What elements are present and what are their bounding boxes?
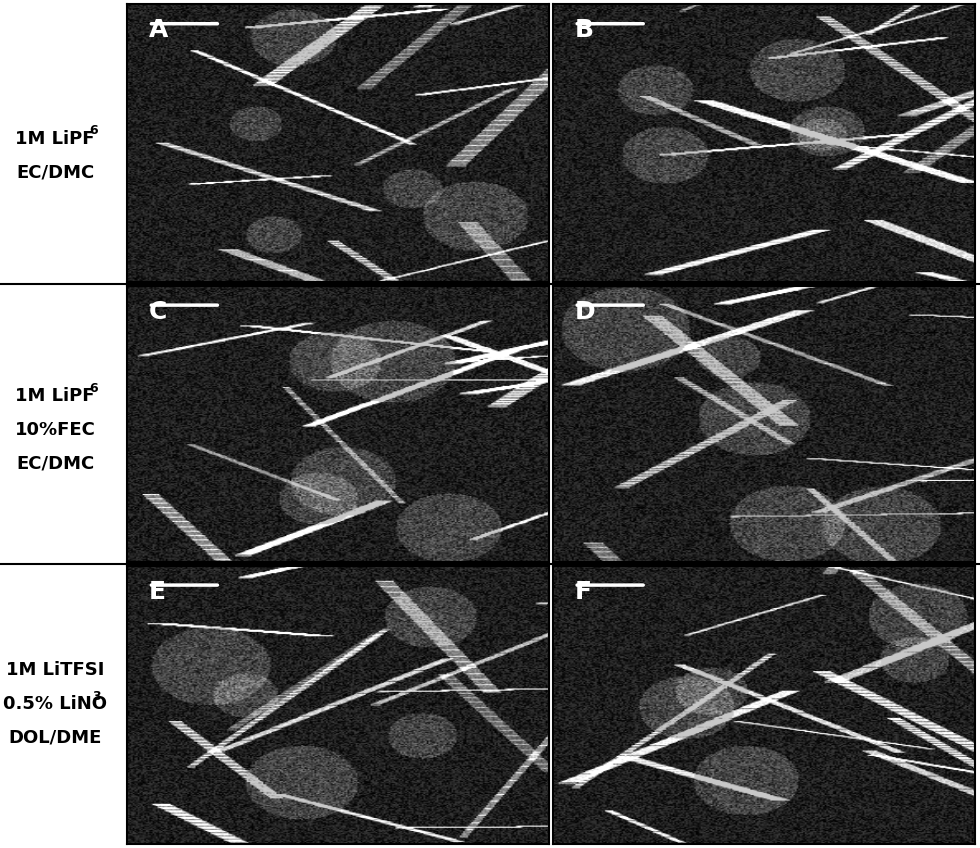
Text: A: A <box>149 18 168 42</box>
Text: 6: 6 <box>89 382 98 395</box>
Text: 10%FEC: 10%FEC <box>15 421 96 438</box>
Text: F: F <box>574 579 591 604</box>
Text: 3: 3 <box>92 690 101 703</box>
Text: 0.5% LiNO: 0.5% LiNO <box>3 695 107 713</box>
Text: 6: 6 <box>89 125 98 137</box>
Text: B: B <box>574 18 593 42</box>
Text: 1M LiPF: 1M LiPF <box>16 387 95 405</box>
Text: C: C <box>149 299 167 324</box>
Text: DOL/DME: DOL/DME <box>9 728 102 746</box>
Text: 1M LiPF: 1M LiPF <box>16 130 95 148</box>
Text: E: E <box>149 579 166 604</box>
Text: D: D <box>574 299 595 324</box>
Text: EC/DMC: EC/DMC <box>16 455 94 472</box>
Text: EC/DMC: EC/DMC <box>16 163 94 181</box>
Text: 1M LiTFSI: 1M LiTFSI <box>6 661 104 679</box>
